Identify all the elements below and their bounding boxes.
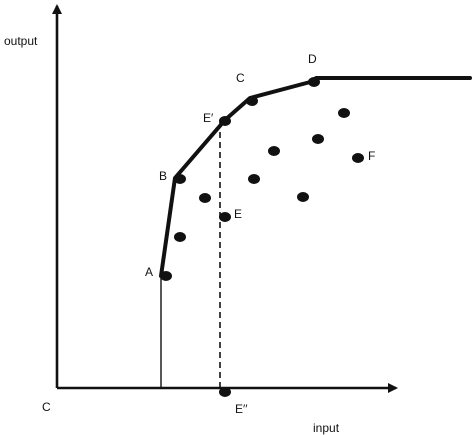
point-e-prime — [219, 116, 231, 126]
point-d — [308, 77, 320, 87]
point-e-double-prime — [219, 387, 231, 397]
label-d: D — [308, 52, 317, 66]
origin-label: C — [42, 400, 51, 414]
point-b — [174, 174, 186, 184]
point-interior — [174, 232, 186, 242]
label-f: F — [368, 149, 375, 163]
label-e-double-prime: E′′ — [235, 402, 248, 416]
efficiency-frontier — [159, 76, 472, 278]
point-interior — [268, 146, 280, 156]
point-interior — [199, 193, 211, 203]
label-e-prime: E′ — [203, 111, 214, 125]
point-e — [219, 212, 231, 222]
point-interior — [297, 192, 309, 202]
label-a: A — [145, 265, 153, 279]
label-c: C — [236, 71, 245, 85]
point-a — [160, 271, 172, 281]
point-interior — [248, 174, 260, 184]
x-axis-label: input — [313, 421, 340, 435]
point-interior — [338, 108, 350, 118]
y-axis-label: output — [4, 34, 38, 48]
label-e: E — [234, 207, 242, 221]
point-f — [352, 153, 364, 163]
point-interior — [312, 134, 324, 144]
label-b: B — [159, 169, 167, 183]
point-c — [246, 96, 258, 106]
